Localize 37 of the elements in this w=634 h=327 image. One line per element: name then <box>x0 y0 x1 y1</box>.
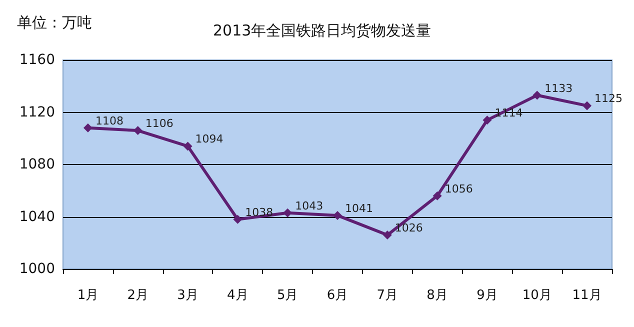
y-tick-label: 1160 <box>19 52 55 68</box>
data-label: 1056 <box>444 182 473 196</box>
data-label: 1043 <box>295 199 324 212</box>
y-tick-label: 1040 <box>19 208 55 225</box>
x-tick-label: 10月 <box>522 288 552 303</box>
y-axis-title: 单位：万吨 <box>17 14 92 32</box>
x-tick-label: 1月 <box>77 288 99 303</box>
point <box>183 142 192 151</box>
data-label: 1133 <box>544 82 573 95</box>
point <box>83 123 92 132</box>
data-label: 1106 <box>145 117 174 130</box>
data-label: 1041 <box>345 202 373 215</box>
x-tick-label: 8月 <box>426 288 448 303</box>
x-tick-label: 5月 <box>276 288 298 303</box>
data-label: 1026 <box>394 222 423 235</box>
point <box>482 116 492 125</box>
data-label: 1108 <box>95 114 124 128</box>
point <box>582 101 592 110</box>
y-tick-label: 1000 <box>19 261 55 277</box>
x-tick-label: 9月 <box>476 288 498 303</box>
x-tick-label: 6月 <box>326 288 348 303</box>
point <box>382 230 392 240</box>
point <box>432 191 442 200</box>
point <box>532 90 542 100</box>
data-label: 1094 <box>195 132 224 146</box>
x-tick-label: 11月 <box>572 288 602 303</box>
x-tick-label: 7月 <box>376 288 398 303</box>
y-tick-label: 1120 <box>19 104 55 120</box>
y-tick-label: 1080 <box>19 156 55 172</box>
point <box>333 210 342 220</box>
x-tick-label: 2月 <box>127 288 149 303</box>
x-tick-label: 4月 <box>227 288 248 303</box>
data-label: 1038 <box>245 206 274 219</box>
point <box>233 214 242 224</box>
chart-title: 2013年全国铁路日均货物发送量 <box>213 22 432 40</box>
x-tick-label: 3月 <box>177 288 198 303</box>
data-label: 1125 <box>594 92 623 106</box>
